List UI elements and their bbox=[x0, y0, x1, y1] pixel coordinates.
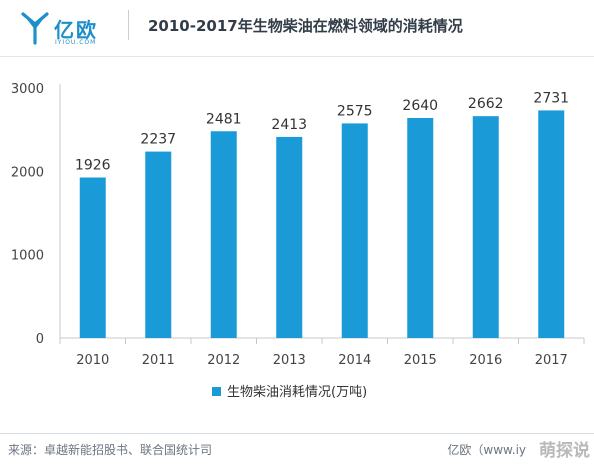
legend-label: 生物柴油消耗情况(万吨) bbox=[227, 385, 367, 400]
data-label: 2481 bbox=[206, 111, 242, 127]
bar-2013 bbox=[276, 136, 303, 338]
bar-2016 bbox=[472, 116, 499, 338]
data-label: 2413 bbox=[271, 117, 307, 133]
x-tick-label: 2016 bbox=[469, 353, 502, 368]
footer-site: 亿欧（www.iy bbox=[447, 443, 526, 457]
footer-divider bbox=[0, 433, 594, 434]
y-tick-label: 2000 bbox=[11, 165, 44, 180]
bar-2015 bbox=[407, 118, 434, 338]
x-tick-label: 2015 bbox=[404, 353, 437, 368]
bar-chart: 0 1000 2000 3000 1926 2010 2237 2011 2481 2012 241… bbox=[11, 82, 585, 400]
data-label: 2662 bbox=[468, 96, 504, 112]
chart-title: 2010-2017年生物柴油在燃料领域的消耗情况 bbox=[148, 17, 463, 35]
bar-2017 bbox=[538, 110, 565, 338]
header-divider bbox=[128, 10, 129, 40]
bar-2010 bbox=[79, 177, 106, 338]
y-tick-label: 0 bbox=[36, 332, 44, 347]
report-header: 亿欧 IYIOU.COM 2010-2017年生物柴油在燃料领域的消耗情况 bbox=[0, 0, 594, 57]
source-note: 来源：卓越新能招股书、联合国统计司 bbox=[8, 443, 213, 457]
data-label: 2640 bbox=[402, 98, 438, 114]
bar-2012 bbox=[210, 131, 237, 338]
y-tick-label: 3000 bbox=[11, 82, 44, 97]
brand-name: 亿欧 bbox=[54, 18, 98, 42]
x-tick-label: 2014 bbox=[338, 353, 371, 368]
data-label: 1926 bbox=[75, 158, 111, 174]
x-tick-label: 2011 bbox=[142, 353, 175, 368]
brand-logo-icon bbox=[21, 12, 49, 45]
legend-swatch bbox=[212, 387, 221, 396]
watermark: 萌探说 bbox=[539, 441, 590, 461]
bar-2014 bbox=[341, 123, 368, 338]
x-tick-label: 2017 bbox=[535, 353, 568, 368]
bar-2011 bbox=[145, 151, 172, 338]
brand-domain: IYIOU.COM bbox=[55, 39, 97, 46]
data-label: 2575 bbox=[337, 103, 373, 119]
brand-logo: 亿欧 IYIOU.COM bbox=[20, 10, 140, 50]
x-tick-label: 2010 bbox=[76, 353, 109, 368]
x-tick-label: 2012 bbox=[207, 353, 240, 368]
data-label: 2731 bbox=[533, 90, 569, 106]
x-tick-label: 2013 bbox=[273, 353, 306, 368]
data-label: 2237 bbox=[140, 132, 176, 148]
y-tick-label: 1000 bbox=[11, 249, 44, 264]
